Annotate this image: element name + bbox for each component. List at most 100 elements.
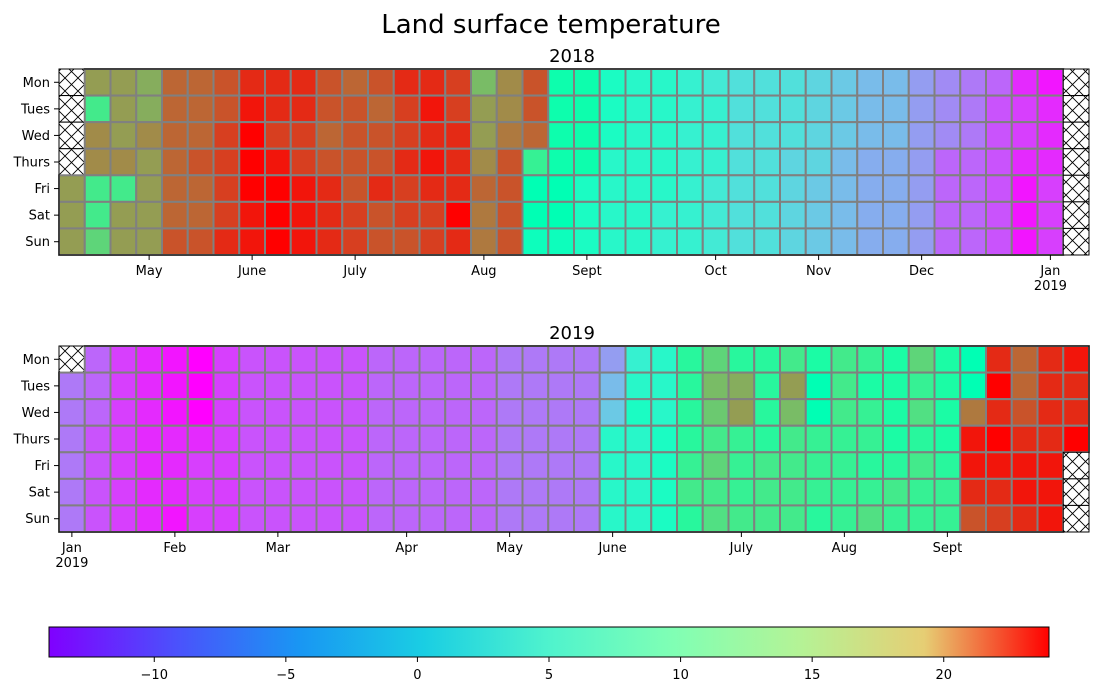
heat-cell-2019-w0-d1	[58, 371, 86, 401]
heat-cell-2019-w22-d0	[624, 345, 653, 374]
heat-cell-2018-w9-d3	[289, 147, 318, 177]
heat-cell-2018-w19-d4	[547, 174, 575, 203]
heat-cell-2018-w26-d6	[727, 227, 756, 257]
heat-cell-2018-w13-d3	[392, 147, 421, 177]
heat-cell-2018-w10-d1	[315, 94, 344, 124]
heat-cell-2018-w5-d2	[186, 121, 215, 150]
heat-cell-2018-w29-d3	[804, 147, 833, 177]
heat-cell-2019-w32-d0	[882, 345, 910, 374]
heat-cell-2019-w20-d0	[573, 345, 601, 374]
heat-cell-2019-w22-d2	[624, 398, 653, 427]
heat-cell-2018-w32-d1	[882, 94, 910, 124]
heat-cell-2019-w22-d6	[624, 504, 653, 533]
heat-cell-2019-w0-d3	[58, 424, 86, 454]
heat-cell-2019-w21-d0	[598, 345, 627, 374]
heat-cell-2018-w36-d3	[985, 147, 1013, 177]
heat-cell-2018-w24-d6	[676, 227, 704, 257]
heat-cell-2019-w8-d3	[264, 424, 292, 454]
month-label-2018-Sept: Sept	[572, 264, 602, 279]
heat-cell-2018-w37-d4	[1010, 174, 1039, 203]
heat-cell-2019-w13-d6	[392, 504, 421, 533]
heat-cell-2018-w27-d3	[753, 147, 781, 177]
heat-cell-2019-w23-d1	[650, 371, 678, 401]
heat-cell-2019-w15-d1	[444, 371, 472, 401]
heat-cell-2019-w35-d0	[959, 345, 987, 374]
heat-cell-2019-w23-d5	[650, 477, 678, 507]
heat-cell-2018-w27-d6	[753, 227, 781, 257]
heat-cell-2019-w33-d4	[907, 451, 936, 480]
heat-cell-2019-w39-d1	[1062, 371, 1090, 401]
heat-cell-2018-w4-d6	[161, 227, 189, 257]
heat-cell-2018-w38-d5	[1036, 200, 1065, 230]
heat-cell-2019-w6-d2	[212, 398, 241, 427]
heat-cell-2018-w35-d4	[959, 174, 987, 203]
heat-cell-2018-w7-d4	[238, 174, 266, 203]
heat-cell-2018-w8-d0	[264, 68, 292, 97]
heat-cell-2018-w16-d4	[470, 174, 498, 203]
heat-cell-2018-w1-d1	[83, 94, 112, 124]
heat-cell-2018-w24-d1	[676, 94, 704, 124]
heat-cell-2019-w35-d5	[959, 477, 987, 507]
heat-cell-2019-w25-d2	[701, 398, 730, 427]
heat-cell-2019-w11-d1	[341, 371, 369, 401]
heat-cell-2019-w19-d1	[547, 371, 575, 401]
heat-cell-2019-w4-d6	[161, 504, 189, 533]
heat-cell-2019-w5-d2	[186, 398, 215, 427]
heat-cell-2018-w15-d3	[444, 147, 472, 177]
heat-cell-2018-w13-d2	[392, 121, 421, 150]
heat-cell-2018-w34-d5	[933, 200, 962, 230]
heat-cell-2019-w5-d1	[186, 371, 215, 401]
heat-cell-2019-w30-d3	[830, 424, 859, 454]
heat-cell-2019-w26-d2	[727, 398, 756, 427]
heat-cell-2018-w22-d3	[624, 147, 653, 177]
heat-cell-2018-w23-d4	[650, 174, 678, 203]
heat-cell-2019-w17-d6	[495, 504, 524, 533]
heat-cell-2018-w30-d0	[830, 68, 859, 97]
heat-cell-2019-w14-d3	[418, 424, 447, 454]
heat-cell-2019-w16-d4	[470, 451, 498, 480]
heat-cell-2019-w33-d1	[907, 371, 936, 401]
heat-cell-2019-w28-d0	[779, 345, 807, 374]
heat-cell-2019-w5-d0	[186, 345, 215, 374]
heat-cell-2019-w5-d3	[186, 424, 215, 454]
heat-cell-2018-w17-d0	[495, 68, 524, 97]
heat-cell-2019-w17-d2	[495, 398, 524, 427]
heat-cell-2018-w27-d2	[753, 121, 781, 150]
heat-cell-2018-w6-d0	[212, 68, 241, 97]
heat-cell-2019-w23-d2	[650, 398, 678, 427]
month-label-2019-Mar: Mar	[266, 541, 291, 556]
heat-cell-2018-w25-d4	[701, 174, 730, 203]
heat-cell-2018-w25-d3	[701, 147, 730, 177]
heat-cell-2018-w15-d5	[444, 200, 472, 230]
heat-cell-2018-w2-d1	[109, 94, 138, 124]
heat-cell-2019-w4-d4	[161, 451, 189, 480]
heat-cell-2019-w6-d1	[212, 371, 241, 401]
heat-cell-2019-w9-d5	[289, 477, 318, 507]
heat-cell-2019-w1-d4	[83, 451, 112, 480]
heat-cell-2018-w17-d5	[495, 200, 524, 230]
heat-cell-2019-w3-d3	[135, 424, 163, 454]
heat-cell-2019-w16-d6	[470, 504, 498, 533]
heat-cell-2019-w29-d2	[804, 398, 833, 427]
heat-cell-2019-w36-d3	[985, 424, 1013, 454]
heat-cell-2019-w20-d6	[573, 504, 601, 533]
heat-cell-2018-w37-d3	[1010, 147, 1039, 177]
heat-cell-2019-w13-d1	[392, 371, 421, 401]
heat-cell-2019-w0-d5	[58, 477, 86, 507]
heat-cell-2019-w35-d2	[959, 398, 987, 427]
day-label-2018-Sat: Sat	[29, 209, 50, 224]
missing-cell-2018-w39-d5	[1062, 201, 1090, 229]
heat-cell-2018-w22-d2	[624, 121, 653, 150]
day-label-2019-Thurs: Thurs	[12, 433, 50, 448]
missing-cell-2019-w39-d4	[1062, 451, 1090, 480]
heat-cell-2019-w0-d4	[58, 451, 86, 480]
heat-cell-2019-w1-d3	[83, 424, 112, 454]
heat-cell-2018-w13-d6	[392, 227, 421, 257]
heat-cell-2019-w32-d6	[882, 504, 910, 533]
heat-cell-2018-w20-d5	[573, 200, 601, 230]
heat-cell-2018-w33-d4	[907, 174, 936, 203]
heat-cell-2018-w16-d0	[470, 68, 498, 97]
heat-cell-2018-w10-d4	[315, 174, 344, 203]
heat-cell-2019-w7-d5	[238, 477, 266, 507]
missing-cell-2018-w39-d2	[1062, 121, 1090, 150]
